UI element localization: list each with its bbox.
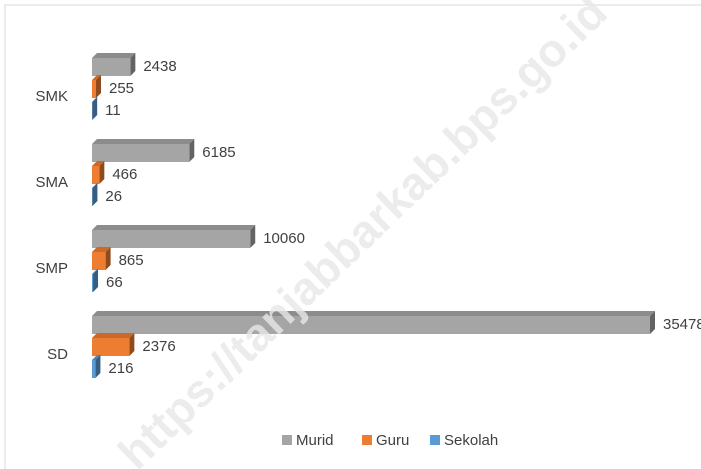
legend-label: Sekolah xyxy=(444,432,498,449)
legend-swatch xyxy=(282,435,292,445)
bar xyxy=(92,53,136,76)
data-label: 11 xyxy=(105,102,121,119)
y-tick-label: SMP xyxy=(35,260,68,277)
data-label: 26 xyxy=(105,188,122,205)
bar-side xyxy=(250,225,256,248)
bar-top xyxy=(92,97,98,102)
y-tick-label: SD xyxy=(47,346,68,363)
data-label: 10060 xyxy=(263,230,305,247)
bar-top xyxy=(92,53,136,58)
bar-front xyxy=(92,338,130,356)
bar-side xyxy=(130,53,136,76)
data-label: 865 xyxy=(119,252,144,269)
y-tick-label: SMK xyxy=(35,88,68,105)
bar-front xyxy=(92,252,106,270)
bar-side xyxy=(95,355,101,378)
bar-top xyxy=(92,183,98,188)
data-label: 2438 xyxy=(143,58,176,75)
data-label: 255 xyxy=(109,80,134,97)
bar-side xyxy=(129,333,135,356)
bar-front xyxy=(92,360,96,378)
bar-front xyxy=(92,166,100,184)
plot-area: SMK 2438 255 11 SMA 6185 466 26 SMP 10060 865 66 SD 3… xyxy=(35,53,701,449)
bar-front xyxy=(92,80,97,98)
bar xyxy=(92,333,135,356)
bar-side xyxy=(93,269,99,292)
bar-top xyxy=(92,311,655,316)
legend-label: Murid xyxy=(296,432,334,449)
bar-side xyxy=(650,311,655,334)
bar-top xyxy=(92,247,111,252)
bar-side xyxy=(99,161,105,184)
bar-top xyxy=(92,355,101,360)
data-label: 216 xyxy=(108,360,133,377)
bar-top xyxy=(92,161,105,166)
data-label: 66 xyxy=(106,274,123,291)
bar-front xyxy=(92,58,131,76)
data-label: 466 xyxy=(112,166,137,183)
bar xyxy=(92,161,105,184)
bar-front xyxy=(92,230,251,248)
bar-top xyxy=(92,333,135,338)
bar xyxy=(92,183,98,206)
legend-swatch xyxy=(430,435,440,445)
y-tick-label: SMA xyxy=(35,174,68,191)
bar xyxy=(92,97,98,120)
bar-side xyxy=(105,247,111,270)
bar xyxy=(92,139,195,162)
legend-swatch xyxy=(362,435,372,445)
bar-front xyxy=(92,316,650,334)
bar-top xyxy=(92,75,102,80)
bar-top xyxy=(92,269,99,274)
bar-side xyxy=(96,75,102,98)
bar-side xyxy=(92,183,98,206)
bar-side xyxy=(92,97,98,120)
bar-top xyxy=(92,225,256,230)
bar-front xyxy=(92,274,94,292)
data-label: 35478 xyxy=(663,316,701,333)
bar xyxy=(92,269,99,292)
data-label: 6185 xyxy=(202,144,235,161)
bar xyxy=(92,247,111,270)
bar-front xyxy=(92,144,190,162)
bar xyxy=(92,355,101,378)
legend-label: Guru xyxy=(376,432,409,449)
bar xyxy=(92,75,102,98)
data-label: 2376 xyxy=(142,338,175,355)
bar-side xyxy=(189,139,195,162)
bar xyxy=(92,225,256,248)
bar xyxy=(92,311,655,334)
bar-top xyxy=(92,139,195,144)
